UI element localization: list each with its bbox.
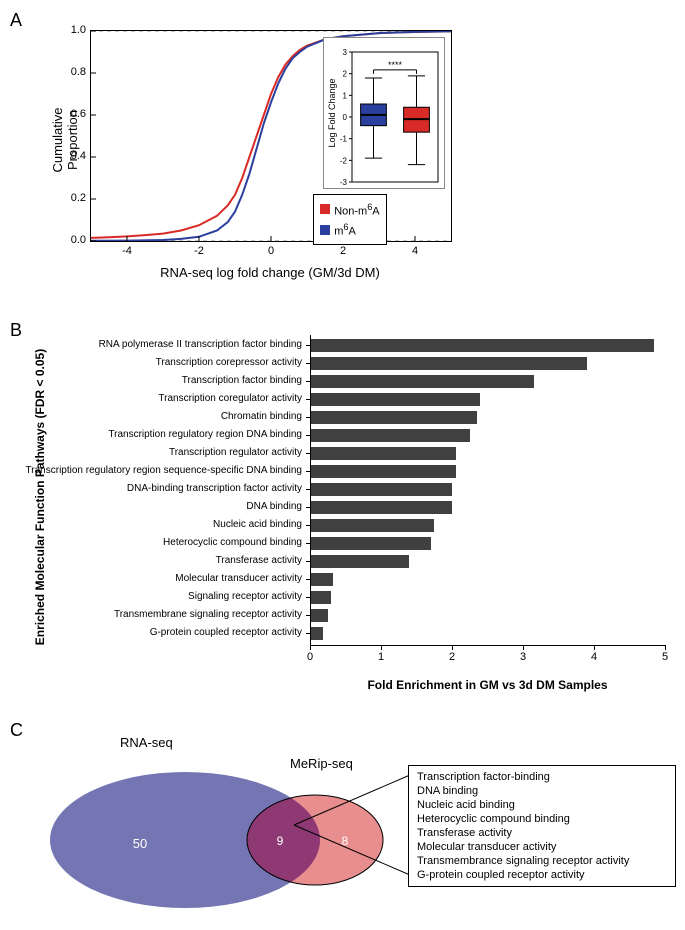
bar-label: Transcription regulatory region DNA bind… bbox=[10, 429, 302, 440]
bar-label: Signaling receptor activity bbox=[10, 591, 302, 602]
bar bbox=[310, 393, 480, 406]
svg-text:-2: -2 bbox=[340, 156, 348, 165]
go-term: Transferase activity bbox=[417, 826, 667, 840]
svg-text:1: 1 bbox=[343, 91, 348, 100]
svg-text:3: 3 bbox=[343, 48, 348, 57]
venn-left-label: RNA-seq bbox=[120, 735, 173, 750]
go-term: Heterocyclic compound binding bbox=[417, 812, 667, 826]
panel-b-plot-area: RNA polymerase II transcription factor b… bbox=[310, 335, 665, 655]
panel-b: B Enriched Molecular Function Pathways (… bbox=[10, 320, 685, 710]
go-term: Molecular transducer activity bbox=[417, 840, 667, 854]
svg-text:-3: -3 bbox=[340, 178, 348, 187]
go-term: DNA binding bbox=[417, 784, 667, 798]
bar bbox=[310, 591, 331, 604]
bar-label: RNA polymerase II transcription factor b… bbox=[10, 339, 302, 350]
panel-c: C 5098 RNA-seq MeRip-seq Transcription f… bbox=[10, 720, 685, 920]
bar bbox=[310, 447, 456, 460]
panel-a-plot-area: -3-2-10123**** Log Fold Change -4-20240.… bbox=[90, 30, 452, 242]
panel-a-xlabel: RNA-seq log fold change (GM/3d DM) bbox=[90, 265, 450, 280]
panel-a-inset: -3-2-10123**** Log Fold Change bbox=[323, 37, 445, 189]
bar bbox=[310, 411, 477, 424]
bar bbox=[310, 483, 452, 496]
bar bbox=[310, 339, 654, 352]
go-term: Transcription factor-binding bbox=[417, 770, 667, 784]
bar-label: Transferase activity bbox=[10, 555, 302, 566]
panel-b-xlabel: Fold Enrichment in GM vs 3d DM Samples bbox=[310, 678, 665, 692]
bar-label: Transcription regulatory region sequence… bbox=[10, 465, 302, 476]
go-term: G-protein coupled receptor activity bbox=[417, 868, 667, 882]
bar-label: Nucleic acid binding bbox=[10, 519, 302, 530]
bar bbox=[310, 519, 434, 532]
svg-text:0: 0 bbox=[343, 113, 348, 122]
panel-a: A -3-2-10123**** Log Fold Change -4-2024… bbox=[10, 10, 685, 310]
go-terms-box: Transcription factor-bindingDNA bindingN… bbox=[408, 765, 676, 887]
bar-label: Chromatin binding bbox=[10, 411, 302, 422]
bar-label: Transmembrane signaling receptor activit… bbox=[10, 609, 302, 620]
svg-text:50: 50 bbox=[133, 836, 147, 851]
bar bbox=[310, 609, 328, 622]
bar bbox=[310, 465, 456, 478]
bar bbox=[310, 375, 534, 388]
panel-c-label: C bbox=[10, 720, 23, 741]
svg-text:****: **** bbox=[388, 60, 403, 70]
panel-a-legend: Non-m6Am6A bbox=[313, 194, 386, 245]
panel-a-label: A bbox=[10, 10, 22, 31]
bar-label: G-protein coupled receptor activity bbox=[10, 627, 302, 638]
bar bbox=[310, 501, 452, 514]
bar-label: DNA-binding transcription factor activit… bbox=[10, 483, 302, 494]
bar-label: Molecular transducer activity bbox=[10, 573, 302, 584]
svg-text:-1: -1 bbox=[340, 135, 348, 144]
bar-label: Transcription corepressor activity bbox=[10, 357, 302, 368]
bar bbox=[310, 357, 587, 370]
bar bbox=[310, 627, 323, 640]
go-term: Transmembrance signaling receptor activi… bbox=[417, 854, 667, 868]
bar bbox=[310, 537, 431, 550]
bar-label: Transcription coregulator activity bbox=[10, 393, 302, 404]
go-term: Nucleic acid binding bbox=[417, 798, 667, 812]
panel-b-label: B bbox=[10, 320, 22, 341]
bar bbox=[310, 429, 470, 442]
svg-text:2: 2 bbox=[343, 70, 348, 79]
panel-a-ylabel: Cumulative Proportion bbox=[50, 80, 80, 200]
bar-label: DNA binding bbox=[10, 501, 302, 512]
bar-label: Transcription regulator activity bbox=[10, 447, 302, 458]
inset-boxplot: -3 -2 -1 0 1 2 3 **** bbox=[324, 38, 444, 188]
bar-label: Transcription factor binding bbox=[10, 375, 302, 386]
bar-label: Heterocyclic compound binding bbox=[10, 537, 302, 548]
bar bbox=[310, 573, 333, 586]
bar bbox=[310, 555, 409, 568]
